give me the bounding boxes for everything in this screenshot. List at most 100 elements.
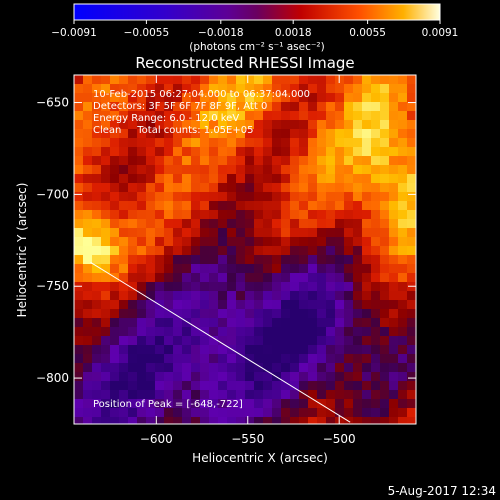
heatmap-cell: [281, 156, 291, 166]
heatmap-cell: [326, 282, 336, 292]
heatmap-cell: [83, 147, 93, 157]
heatmap-cell: [362, 129, 372, 139]
heatmap-cell: [335, 300, 345, 310]
heatmap-cell: [308, 102, 318, 112]
heatmap-cell: [398, 129, 408, 139]
heatmap-cell: [200, 345, 210, 355]
heatmap-cell: [371, 183, 381, 193]
heatmap-cell: [317, 75, 327, 85]
heatmap-cell: [371, 147, 381, 157]
heatmap-cell: [155, 408, 165, 418]
heatmap-cell: [407, 363, 416, 373]
heatmap-cell: [128, 390, 138, 400]
heatmap-cell: [380, 300, 390, 310]
heatmap-cell: [380, 219, 390, 229]
heatmap-cell: [218, 129, 228, 139]
heatmap-cell: [146, 282, 156, 292]
heatmap-cell: [245, 183, 255, 193]
heatmap-cell: [308, 165, 318, 175]
heatmap-cell: [272, 273, 282, 283]
heatmap-cell: [191, 156, 201, 166]
heatmap-cell: [290, 219, 300, 229]
heatmap-cell: [353, 363, 363, 373]
heatmap-cell: [398, 273, 408, 283]
heatmap-cell: [281, 363, 291, 373]
heatmap-cell: [353, 264, 363, 274]
heatmap-cell: [299, 399, 309, 409]
heatmap-cell: [254, 390, 264, 400]
heatmap-cell: [353, 102, 363, 112]
heatmap-cell: [362, 417, 372, 424]
heatmap-cell: [173, 390, 183, 400]
heatmap-cell: [272, 165, 282, 175]
heatmap-cell: [407, 345, 416, 355]
heatmap-cell: [164, 327, 174, 337]
heatmap-cell: [371, 255, 381, 265]
heatmap-cell: [92, 201, 102, 211]
heatmap-cell: [155, 210, 165, 220]
heatmap-cell: [101, 165, 111, 175]
heatmap-cell: [353, 291, 363, 301]
heatmap-cell: [101, 156, 111, 166]
heatmap-cell: [218, 183, 228, 193]
heatmap-cell: [200, 246, 210, 256]
heatmap-cell: [110, 327, 120, 337]
heatmap-cell: [344, 336, 354, 346]
heatmap-cell: [245, 228, 255, 238]
heatmap-cell: [191, 363, 201, 373]
heatmap-cell: [137, 390, 147, 400]
heatmap-cell: [101, 273, 111, 283]
heatmap-cell: [335, 75, 345, 85]
heatmap-cell: [290, 246, 300, 256]
heatmap-cell: [110, 102, 120, 112]
heatmap-cell: [362, 183, 372, 193]
heatmap-cell: [407, 138, 416, 148]
heatmap-cell: [371, 354, 381, 364]
heatmap-cell: [173, 111, 183, 121]
heatmap-cell: [281, 255, 291, 265]
heatmap-cell: [299, 300, 309, 310]
heatmap-cell: [344, 417, 354, 424]
heatmap-cell: [227, 408, 237, 418]
heatmap-cell: [155, 309, 165, 319]
heatmap-cell: [218, 399, 228, 409]
heatmap-cell: [218, 300, 228, 310]
heatmap-cell: [317, 84, 327, 94]
heatmap-cell: [290, 237, 300, 247]
heatmap-cell: [218, 219, 228, 229]
heatmap-cell: [173, 291, 183, 301]
heatmap-cell: [92, 363, 102, 373]
heatmap-cell: [110, 111, 120, 121]
heatmap-cell: [200, 174, 210, 184]
heatmap-cell: [200, 192, 210, 202]
heatmap-cell: [389, 300, 399, 310]
heatmap-cell: [245, 354, 255, 364]
heatmap-cell: [200, 354, 210, 364]
heatmap-cell: [146, 354, 156, 364]
heatmap-cell: [245, 264, 255, 274]
heatmap-cell: [254, 282, 264, 292]
heatmap-cell: [236, 417, 246, 424]
heatmap-cell: [326, 327, 336, 337]
x-tick-label: −550: [231, 432, 264, 446]
heatmap-cell: [272, 156, 282, 166]
heatmap-cell: [335, 291, 345, 301]
heatmap-cell: [254, 192, 264, 202]
heatmap-cell: [236, 75, 246, 85]
heatmap-cell: [308, 309, 318, 319]
heatmap-cell: [164, 282, 174, 292]
heatmap-cell: [254, 417, 264, 424]
heatmap-cell: [209, 120, 219, 130]
heatmap-cell: [173, 408, 183, 418]
heatmap-cell: [128, 273, 138, 283]
heatmap-cell: [182, 147, 192, 157]
heatmap-cell: [155, 246, 165, 256]
heatmap-cell: [317, 381, 327, 391]
heatmap-cell: [191, 219, 201, 229]
heatmap-cell: [263, 156, 273, 166]
heatmap-cell: [92, 336, 102, 346]
heatmap-cell: [128, 291, 138, 301]
heatmap-cell: [191, 336, 201, 346]
heatmap-cell: [353, 156, 363, 166]
heatmap-cell: [227, 282, 237, 292]
